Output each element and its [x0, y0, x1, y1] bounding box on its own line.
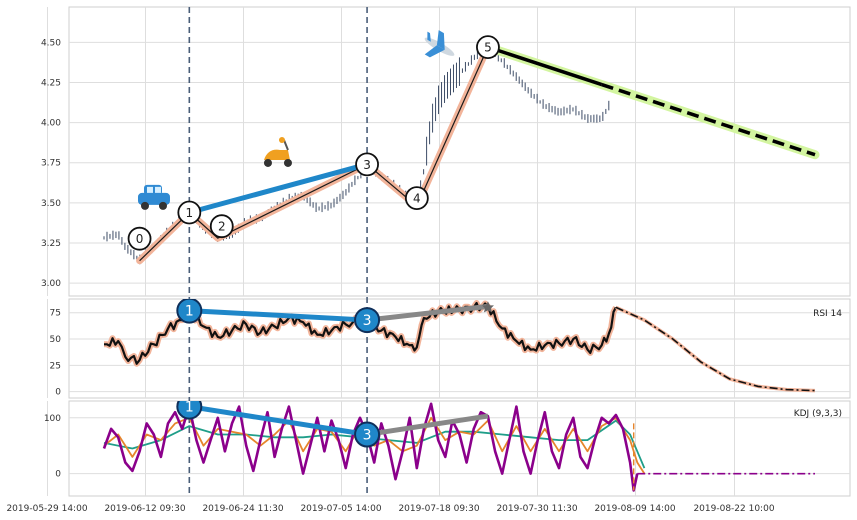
kdj-divergence-blue — [188, 404, 368, 437]
rsi-marker-circle — [354, 307, 381, 334]
x-tick-label: 2019-08-22 10:00 — [693, 504, 774, 514]
x-tick-label: 2019-08-09 14:00 — [594, 504, 675, 514]
y-tick-label: 100 — [44, 414, 61, 424]
rsi-marker-label: 3 — [363, 313, 372, 329]
projection-line-dashed — [601, 82, 816, 157]
car-wheel — [140, 201, 149, 210]
text-layer: 3.003.253.503.754.004.254.50025507501002… — [6, 38, 842, 514]
airplane-wing — [436, 30, 445, 50]
rsi-panel: 13 — [103, 299, 816, 393]
y-tick-label: 4.25 — [41, 78, 61, 88]
scooter-light — [278, 136, 285, 143]
kdj-label: KDJ (9,3,3) — [794, 409, 842, 419]
scooter-handle — [283, 139, 289, 151]
kdj-line-j — [102, 402, 639, 492]
wave-point-label: 2 — [218, 220, 226, 234]
rsi-marker-circle — [176, 299, 203, 324]
kdj-marker-label: 1 — [185, 400, 194, 416]
airplane-wing — [424, 45, 445, 58]
airplane-tail — [427, 31, 431, 42]
car-window — [154, 186, 161, 193]
wave-point-circle — [404, 186, 429, 210]
kdj-marker-circle — [176, 401, 203, 420]
trend-line-1-3 — [186, 161, 370, 216]
y-tick-label: 4.50 — [41, 38, 61, 48]
price-panel: 0 1 2 3 4 5 — [103, 30, 820, 265]
kdj-marker-label: 3 — [363, 428, 372, 444]
wave-point-circle — [476, 35, 500, 60]
x-tick-label: 2019-06-24 11:30 — [202, 504, 283, 514]
grid-layer — [47, 6, 851, 497]
panel-frame-price — [68, 6, 851, 297]
scooter-wheel — [283, 158, 292, 167]
scooter-icon — [263, 136, 292, 167]
rsi-forecast-line — [615, 306, 816, 392]
airplane-icon — [424, 30, 455, 58]
scooter-body — [263, 149, 290, 160]
wave-point-label: 5 — [484, 41, 492, 55]
rsi-divergence-blue — [189, 308, 368, 323]
wave-point-circle — [355, 152, 379, 177]
y-tick-label: 0 — [55, 388, 61, 398]
car-body — [137, 192, 170, 205]
y-tick-label: 25 — [50, 361, 61, 371]
y-tick-label: 3.25 — [41, 239, 61, 249]
y-tick-label: 4.00 — [41, 119, 61, 129]
x-tick-label: 2019-06-12 09:30 — [104, 504, 185, 514]
car-icon — [137, 184, 170, 210]
rsi-marker-label: 1 — [185, 304, 194, 320]
wave-point-label: 0 — [136, 232, 144, 246]
projection-line-solid — [487, 45, 603, 87]
x-tick-label: 2019-07-18 09:30 — [398, 504, 479, 514]
rsi-divergence-gray — [366, 303, 489, 323]
x-tick-label: 2019-07-05 14:00 — [300, 504, 381, 514]
car-wheel — [158, 201, 167, 210]
rsi-label: RSI 14 — [813, 309, 842, 319]
kdj-marker-circle — [354, 421, 381, 448]
y-tick-label: 75 — [50, 309, 61, 319]
wave-point-label: 4 — [413, 192, 421, 206]
car-window — [146, 186, 153, 193]
kdj-panel: 13 — [102, 400, 815, 492]
kdj-divergence-gray — [366, 413, 489, 438]
y-tick-label: 3.50 — [41, 199, 61, 209]
wave-point-label: 1 — [185, 206, 193, 220]
y-tick-label: 3.00 — [41, 279, 61, 289]
wave-point-circle — [127, 226, 152, 251]
wave-point-label: 3 — [363, 158, 371, 172]
wave-point-circle — [209, 214, 234, 239]
scooter-wheel — [263, 158, 272, 167]
y-tick-label: 0 — [55, 470, 61, 480]
x-tick-label: 2019-07-30 11:30 — [496, 504, 577, 514]
y-tick-label: 3.75 — [41, 159, 61, 169]
wave-point-circle — [177, 200, 202, 225]
x-tick-label: 2019-05-29 14:00 — [6, 504, 87, 514]
y-tick-label: 50 — [50, 335, 62, 345]
rsi-star-marker — [481, 301, 494, 313]
